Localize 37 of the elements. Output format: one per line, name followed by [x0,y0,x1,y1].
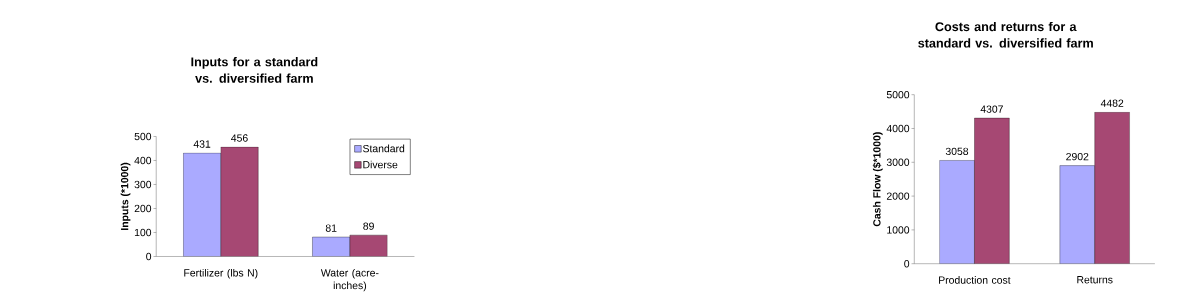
bar [349,234,388,257]
legend-label: Standard [363,144,405,153]
data-label: 4307 [980,105,1003,113]
data-label: 431 [193,140,211,148]
y-tick-label: 5000 [886,90,910,99]
bar [1094,112,1130,264]
x-tick-label: Water (acre-inches) [320,268,379,292]
y-tick-label: 500 [134,132,152,141]
y-tick-label: 4000 [886,124,910,133]
y-axis-title: Inputs (*1000) [120,162,131,230]
y-tick-label: 0 [904,260,910,268]
x-tick-label: Fertilizer (lbs N) [184,268,258,279]
bar [939,160,975,264]
data-label: 2902 [1066,152,1089,161]
y-tick-label: 1000 [887,226,910,234]
data-label: 81 [325,224,337,232]
y-tick-label: 3000 [886,158,910,166]
chart-title: Costs and returns for a standard vs. diversified farm [918,21,1093,48]
y-tick-label: 300 [134,180,152,189]
y-tick-label: 100 [134,228,152,237]
data-label: 89 [363,222,374,230]
x-tick-label: Returns [1077,276,1113,284]
bar [183,152,221,257]
x-tick-label: Production cost [939,276,1011,284]
y-tick-label: 200 [134,204,152,213]
data-label: 456 [231,134,248,142]
bar [974,117,1010,264]
bar [1059,165,1095,264]
y-tick-label: 2000 [886,192,910,200]
y-tick-label: 0 [146,252,152,261]
chart-title: Inputs for a standard vs. diversified farm [191,57,318,83]
y-tick-label: 400 [134,156,152,165]
y-axis-title: Cash Flow ($*1000) [872,132,883,227]
data-label: 3058 [945,147,969,156]
bar [220,146,259,257]
data-label: 4482 [1100,99,1124,107]
legend-label: Diverse [363,160,398,169]
